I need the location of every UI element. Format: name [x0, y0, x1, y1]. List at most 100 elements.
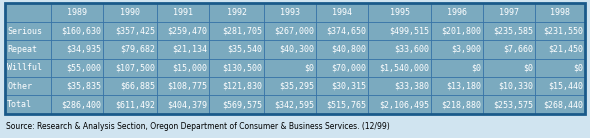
- Bar: [431, 22, 483, 40]
- Text: $286,400: $286,400: [61, 100, 101, 109]
- Text: $357,425: $357,425: [116, 26, 156, 36]
- Bar: [5, 22, 51, 40]
- Text: $21,450: $21,450: [549, 45, 584, 54]
- Bar: [368, 77, 431, 95]
- Text: $40,800: $40,800: [332, 45, 366, 54]
- Text: $404,379: $404,379: [168, 100, 208, 109]
- Bar: [264, 3, 316, 22]
- Text: $35,835: $35,835: [65, 82, 101, 91]
- Text: Source: Research & Analysis Section, Oregon Department of Consumer & Business Se: Source: Research & Analysis Section, Ore…: [6, 122, 389, 131]
- Bar: [103, 3, 158, 22]
- Bar: [368, 22, 431, 40]
- Text: $0: $0: [304, 63, 314, 72]
- Bar: [5, 3, 51, 22]
- Bar: [316, 3, 368, 22]
- Text: $10,330: $10,330: [498, 82, 533, 91]
- Text: 1990: 1990: [120, 8, 140, 17]
- Text: $231,550: $231,550: [543, 26, 584, 36]
- Bar: [209, 3, 264, 22]
- Text: $569,575: $569,575: [222, 100, 263, 109]
- Bar: [264, 77, 316, 95]
- Bar: [51, 77, 103, 95]
- Bar: [368, 40, 431, 59]
- Text: Total: Total: [7, 100, 32, 109]
- Text: 1989: 1989: [67, 8, 87, 17]
- Bar: [483, 59, 535, 77]
- Text: 1994: 1994: [332, 8, 352, 17]
- Text: $374,650: $374,650: [326, 26, 366, 36]
- Bar: [483, 95, 535, 114]
- Bar: [158, 40, 209, 59]
- Bar: [431, 3, 483, 22]
- Bar: [5, 40, 51, 59]
- Bar: [264, 22, 316, 40]
- Text: $40,300: $40,300: [279, 45, 314, 54]
- Bar: [483, 22, 535, 40]
- Text: 1993: 1993: [280, 8, 300, 17]
- Bar: [103, 95, 158, 114]
- Bar: [316, 59, 368, 77]
- Text: 1991: 1991: [173, 8, 194, 17]
- Text: $160,630: $160,630: [61, 26, 101, 36]
- Bar: [158, 22, 209, 40]
- Bar: [209, 77, 264, 95]
- Text: $0: $0: [573, 63, 584, 72]
- Text: $201,800: $201,800: [441, 26, 481, 36]
- Bar: [51, 3, 103, 22]
- Bar: [483, 3, 535, 22]
- Text: $15,440: $15,440: [549, 82, 584, 91]
- Bar: [158, 59, 209, 77]
- Text: $35,540: $35,540: [227, 45, 263, 54]
- Text: 1996: 1996: [447, 8, 467, 17]
- Text: $0: $0: [523, 63, 533, 72]
- Text: 1992: 1992: [227, 8, 247, 17]
- Text: $2,106,495: $2,106,495: [379, 100, 430, 109]
- Bar: [264, 59, 316, 77]
- Text: $259,470: $259,470: [168, 26, 208, 36]
- Bar: [158, 95, 209, 114]
- Bar: [158, 3, 209, 22]
- Text: $79,682: $79,682: [121, 45, 156, 54]
- Bar: [103, 77, 158, 95]
- Bar: [51, 59, 103, 77]
- Bar: [431, 59, 483, 77]
- Text: $7,660: $7,660: [503, 45, 533, 54]
- Bar: [51, 22, 103, 40]
- Bar: [535, 3, 585, 22]
- Bar: [535, 77, 585, 95]
- Text: $121,830: $121,830: [222, 82, 263, 91]
- Bar: [316, 77, 368, 95]
- Bar: [158, 77, 209, 95]
- Text: 1998: 1998: [550, 8, 570, 17]
- Bar: [368, 59, 431, 77]
- Text: $33,600: $33,600: [395, 45, 430, 54]
- Text: $499,515: $499,515: [389, 26, 430, 36]
- Bar: [264, 40, 316, 59]
- Text: $30,315: $30,315: [332, 82, 366, 91]
- Bar: [209, 95, 264, 114]
- Text: $281,705: $281,705: [222, 26, 263, 36]
- Bar: [431, 95, 483, 114]
- Bar: [431, 40, 483, 59]
- Text: Willful: Willful: [7, 63, 42, 72]
- Bar: [316, 22, 368, 40]
- Bar: [368, 95, 431, 114]
- Bar: [483, 77, 535, 95]
- Text: Repeat: Repeat: [7, 45, 37, 54]
- Bar: [264, 95, 316, 114]
- Text: $13,180: $13,180: [446, 82, 481, 91]
- Text: $35,295: $35,295: [279, 82, 314, 91]
- Text: $342,595: $342,595: [274, 100, 314, 109]
- Text: $235,585: $235,585: [493, 26, 533, 36]
- Bar: [5, 59, 51, 77]
- Text: $1,540,000: $1,540,000: [379, 63, 430, 72]
- Text: $107,500: $107,500: [116, 63, 156, 72]
- Text: $0: $0: [471, 63, 481, 72]
- Bar: [103, 22, 158, 40]
- Bar: [483, 40, 535, 59]
- Text: $268,440: $268,440: [543, 100, 584, 109]
- Bar: [368, 3, 431, 22]
- Bar: [5, 3, 585, 114]
- Text: Other: Other: [7, 82, 32, 91]
- Bar: [5, 77, 51, 95]
